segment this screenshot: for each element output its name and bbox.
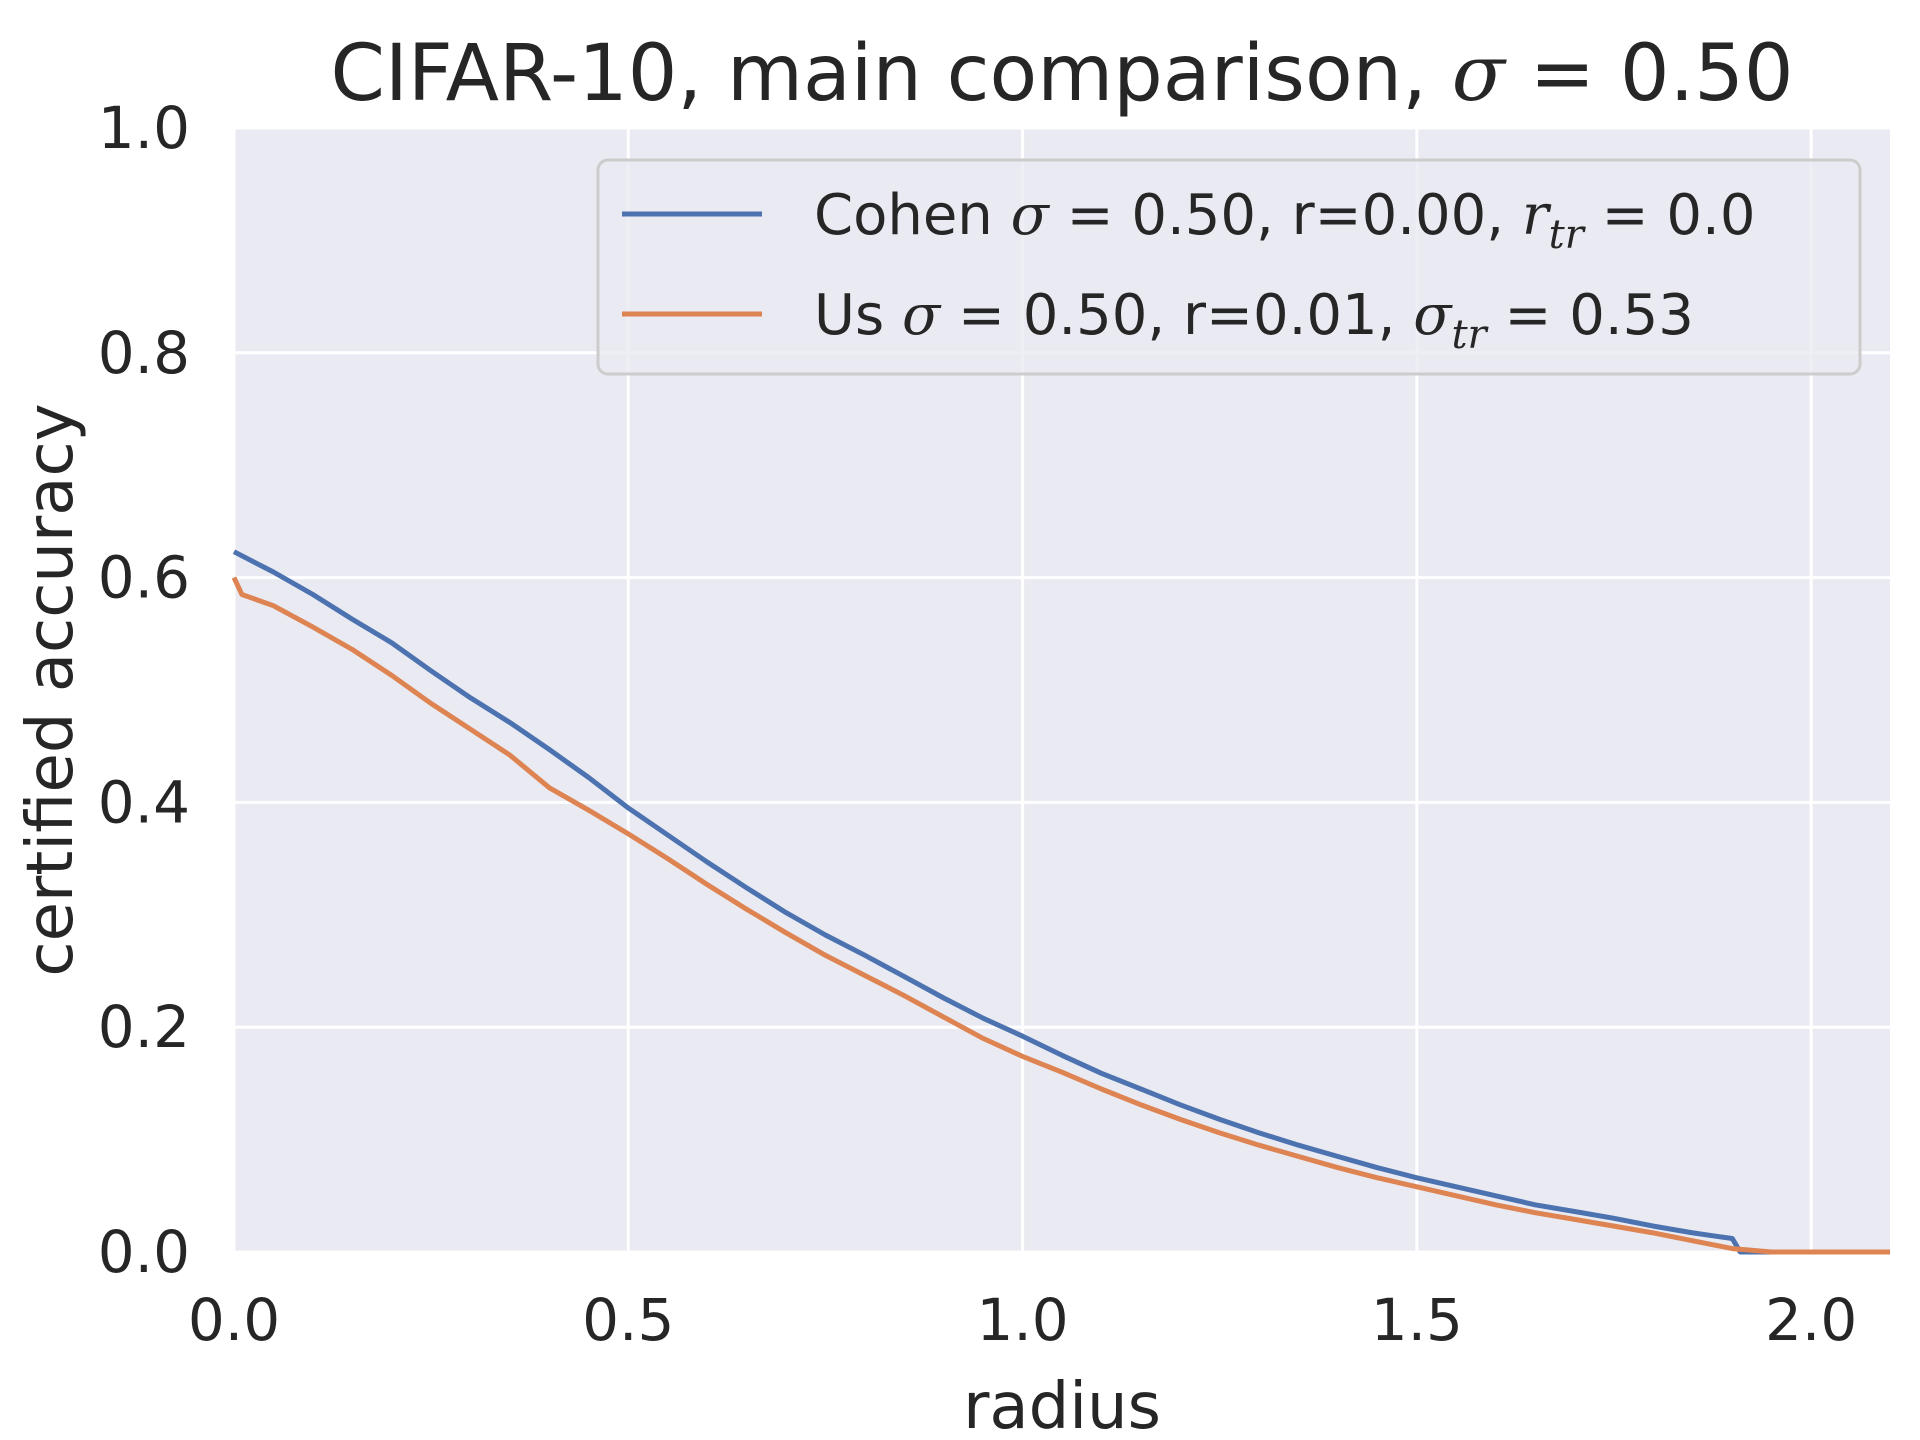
y-tick-label: 0.2 [98, 993, 190, 1061]
x-tick-label: 2.0 [1765, 1286, 1857, 1354]
series-lines [231, 549, 1890, 1255]
x-tick-label: 0.5 [582, 1286, 674, 1354]
legend-label-us: Us σ = 0.50, r=0.01, σtr = 0.53 [814, 283, 1694, 358]
y-tick-label: 0.6 [98, 544, 190, 612]
x-axis-label: radius [963, 1370, 1161, 1440]
y-tick-label: 0.0 [98, 1218, 190, 1286]
series-line-cohen [232, 549, 1890, 1255]
y-axis-label: certified accuracy [14, 403, 88, 976]
x-tick-labels: 0.0 0.5 1.0 1.5 2.0 [188, 1286, 1857, 1354]
chart-title: CIFAR-10, main comparison, σ = 0.50 [330, 29, 1793, 119]
legend-box [596, 158, 1862, 376]
legend-label-cohen: Cohen σ = 0.50, r=0.00, rtr = 0.0 [814, 183, 1755, 258]
series-line-us [231, 576, 1890, 1255]
y-tick-labels: 0.0 0.2 0.4 0.6 0.8 1.0 [98, 94, 190, 1286]
x-tick-label: 0.0 [188, 1286, 280, 1354]
y-tick-label: 0.4 [98, 768, 190, 836]
x-tick-label: 1.0 [976, 1286, 1068, 1354]
y-tick-label: 1.0 [98, 94, 190, 162]
x-tick-label: 1.5 [1371, 1286, 1463, 1354]
legend: Cohen σ = 0.50, r=0.00, rtr = 0.0 Us σ =… [596, 158, 1862, 376]
y-tick-label: 0.8 [98, 319, 190, 387]
